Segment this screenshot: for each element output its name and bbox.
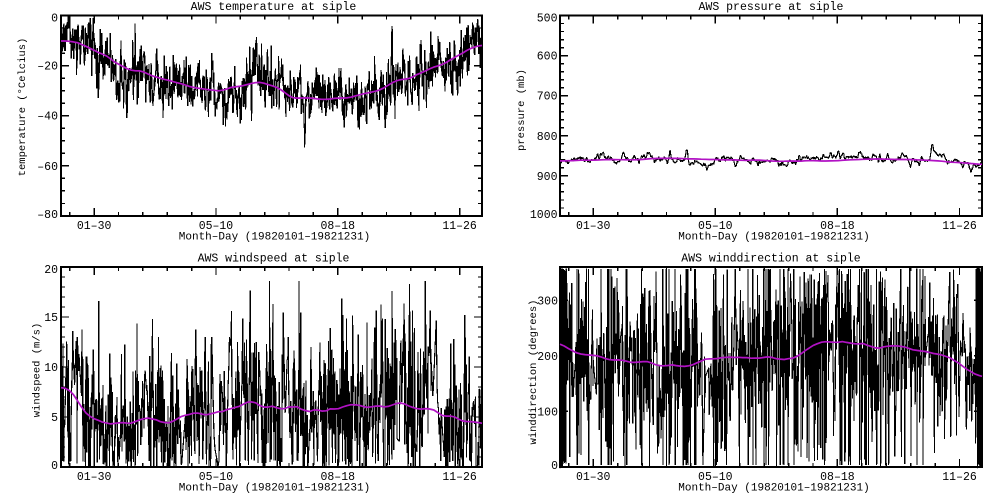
- svg-text:01–30: 01–30: [77, 471, 112, 484]
- svg-text:900: 900: [537, 171, 558, 184]
- svg-text:08–18: 08–18: [321, 471, 356, 484]
- svg-text:Month–Day (19820101–19821231): Month–Day (19820101–19821231): [678, 232, 869, 244]
- svg-text:01–30: 01–30: [576, 220, 611, 233]
- svg-text:100: 100: [537, 406, 558, 419]
- svg-text:08–18: 08–18: [820, 220, 855, 233]
- svg-text:11–26: 11–26: [442, 471, 477, 484]
- svg-text:700: 700: [537, 91, 558, 104]
- svg-text:Month–Day (19820101–19821231): Month–Day (19820101–19821231): [179, 483, 370, 495]
- svg-text:11–26: 11–26: [942, 471, 977, 484]
- svg-text:08–18: 08–18: [820, 471, 855, 484]
- svg-text:AWS temperature at siple: AWS temperature at siple: [191, 1, 357, 14]
- svg-text:600: 600: [537, 51, 558, 64]
- svg-text:10: 10: [44, 362, 58, 375]
- svg-text:5: 5: [51, 412, 58, 425]
- svg-text:1000: 1000: [530, 209, 558, 222]
- svg-text:Month–Day (19820101–19821231): Month–Day (19820101–19821231): [179, 232, 370, 244]
- svg-text:500: 500: [537, 13, 558, 26]
- svg-text:15: 15: [44, 312, 58, 325]
- svg-text:05–10: 05–10: [698, 220, 733, 233]
- svg-text:20: 20: [44, 264, 58, 277]
- svg-text:800: 800: [537, 131, 558, 144]
- svg-text:11–26: 11–26: [442, 220, 477, 233]
- svg-text:300: 300: [537, 295, 558, 308]
- svg-text:–20: –20: [37, 61, 58, 74]
- svg-text:–80: –80: [37, 209, 58, 222]
- svg-text:08–18: 08–18: [321, 220, 356, 233]
- svg-text:0: 0: [51, 460, 58, 473]
- svg-text:11–26: 11–26: [942, 220, 977, 233]
- svg-text:AWS windspeed at siple: AWS windspeed at siple: [198, 253, 350, 266]
- svg-text:01–30: 01–30: [77, 220, 112, 233]
- svg-text:200: 200: [537, 351, 558, 364]
- svg-text:–40: –40: [37, 111, 58, 124]
- svg-text:0: 0: [51, 13, 58, 26]
- svg-text:AWS pressure at siple: AWS pressure at siple: [699, 1, 844, 14]
- svg-text:–60: –60: [37, 161, 58, 174]
- svg-text:pressure (mb): pressure (mb): [516, 69, 528, 151]
- svg-text:windspeed (m/s): windspeed (m/s): [32, 323, 44, 418]
- svg-text:0: 0: [551, 460, 558, 473]
- svg-text:01–30: 01–30: [576, 471, 611, 484]
- svg-text:winddirection (degrees): winddirection (degrees): [528, 300, 540, 445]
- svg-text:temperature (°Celcius): temperature (°Celcius): [17, 38, 29, 177]
- svg-text:05–10: 05–10: [698, 471, 733, 484]
- svg-text:05–10: 05–10: [199, 471, 234, 484]
- svg-text:AWS winddirection at siple: AWS winddirection at siple: [681, 253, 861, 266]
- svg-text:Month–Day (19820101–19821231): Month–Day (19820101–19821231): [678, 483, 869, 495]
- svg-text:05–10: 05–10: [199, 220, 234, 233]
